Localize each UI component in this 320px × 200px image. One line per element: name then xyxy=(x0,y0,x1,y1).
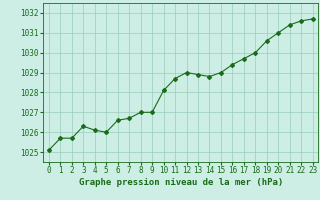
X-axis label: Graphe pression niveau de la mer (hPa): Graphe pression niveau de la mer (hPa) xyxy=(79,178,283,187)
